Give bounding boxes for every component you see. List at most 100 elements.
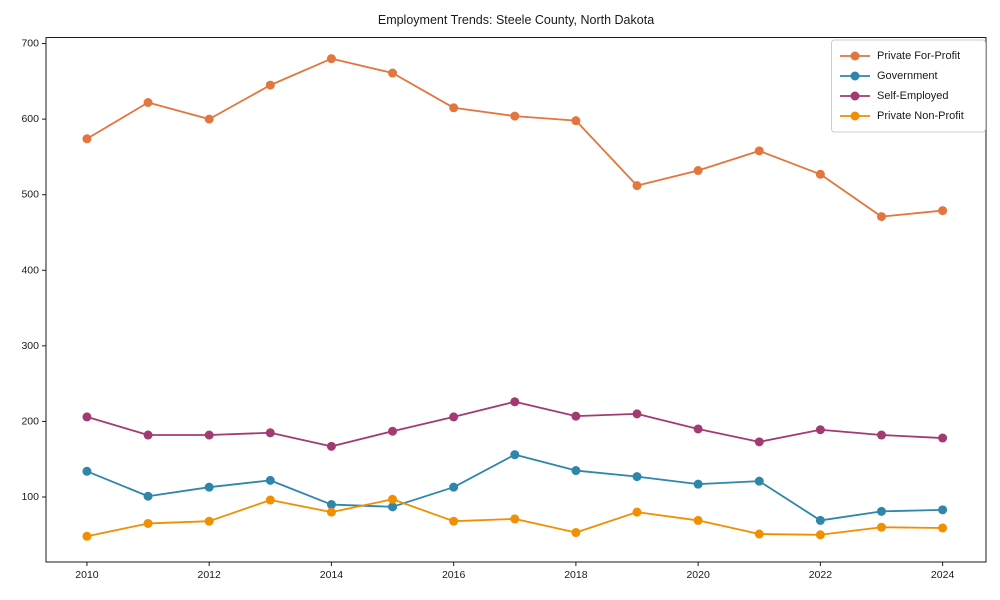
series-private-for-profit — [82, 54, 948, 222]
data-point — [449, 516, 459, 526]
series-line — [86, 57, 943, 218]
data-point — [693, 424, 703, 434]
data-point — [510, 514, 520, 524]
legend-label: Private Non-Profit — [877, 110, 964, 122]
data-point — [815, 169, 825, 179]
legend-label: Private For-Profit — [877, 50, 960, 62]
data-point — [388, 68, 398, 78]
data-point — [388, 494, 398, 504]
data-point — [510, 111, 520, 121]
legend: Private For-Profit Government Self-Employe… — [831, 39, 986, 133]
legend-item: Private For-Profit — [840, 50, 960, 62]
series-private-non-profit — [82, 494, 948, 541]
x-axis: 2010 2012 2014 2016 2018 2020 2022 2024 — [75, 562, 954, 581]
y-tick-label: 700 — [21, 38, 39, 50]
data-point — [876, 212, 886, 222]
y-tick-label: 300 — [21, 340, 39, 352]
data-point — [754, 476, 764, 486]
y-tick-label: 100 — [21, 491, 39, 503]
data-point — [815, 425, 825, 435]
data-point — [449, 412, 459, 422]
data-point — [143, 430, 153, 440]
data-point — [265, 428, 275, 438]
data-point — [938, 206, 948, 216]
data-point — [82, 134, 92, 144]
series-government — [82, 450, 948, 525]
y-tick-label: 500 — [21, 189, 39, 201]
data-point — [326, 54, 336, 64]
data-point — [815, 515, 825, 525]
data-point — [510, 450, 520, 460]
legend-marker-dot — [850, 91, 860, 101]
data-point — [204, 516, 214, 526]
series-self-employed — [82, 397, 948, 451]
data-point — [571, 528, 581, 538]
data-point — [265, 475, 275, 485]
data-point — [82, 412, 92, 422]
legend-label: Self-Employed — [877, 90, 949, 102]
data-point — [693, 515, 703, 525]
data-point — [326, 441, 336, 451]
data-point — [938, 433, 948, 443]
legend-marker-dot — [850, 111, 860, 121]
data-point — [632, 472, 642, 482]
series-line — [86, 400, 943, 448]
legend-label: Government — [877, 70, 938, 82]
data-point — [632, 181, 642, 191]
x-tick-label: 2022 — [809, 569, 833, 581]
legend-item: Self-Employed — [840, 90, 949, 102]
x-tick-label: 2014 — [320, 569, 344, 581]
data-point — [754, 529, 764, 539]
data-point — [449, 482, 459, 492]
x-tick-label: 2024 — [931, 569, 955, 581]
data-point — [632, 409, 642, 419]
data-point — [938, 505, 948, 515]
y-tick-label: 200 — [21, 415, 39, 427]
chart-title: Employment Trends: Steele County, North … — [377, 13, 655, 27]
legend-item: Government — [840, 70, 938, 82]
data-point — [82, 466, 92, 476]
x-tick-label: 2018 — [564, 569, 588, 581]
data-point — [754, 146, 764, 156]
data-point — [82, 531, 92, 541]
x-tick-label: 2010 — [75, 569, 99, 581]
legend-item: Private Non-Profit — [840, 110, 964, 122]
data-point — [388, 502, 398, 512]
data-point — [938, 523, 948, 533]
data-point — [876, 506, 886, 516]
series-line — [86, 453, 943, 522]
data-point — [754, 437, 764, 447]
data-point — [326, 507, 336, 517]
data-point — [571, 411, 581, 421]
x-tick-label: 2020 — [686, 569, 710, 581]
data-point — [571, 116, 581, 126]
y-tick-label: 600 — [21, 113, 39, 125]
data-point — [143, 97, 153, 107]
data-point — [632, 507, 642, 517]
data-point — [204, 482, 214, 492]
x-tick-label: 2016 — [442, 569, 466, 581]
data-point — [876, 522, 886, 532]
legend-marker-dot — [850, 51, 860, 61]
data-point — [265, 495, 275, 505]
data-point — [143, 518, 153, 528]
data-point — [876, 430, 886, 440]
legend-box — [831, 39, 986, 133]
data-point — [815, 530, 825, 540]
data-point — [693, 166, 703, 176]
x-tick-label: 2012 — [198, 569, 222, 581]
data-point — [510, 397, 520, 407]
data-point — [571, 466, 581, 476]
y-axis: 100 200 300 400 500 600 700 — [21, 38, 46, 503]
data-point — [693, 479, 703, 489]
y-tick-label: 400 — [21, 264, 39, 276]
legend-marker-dot — [850, 71, 860, 81]
data-point — [326, 500, 336, 510]
data-point — [204, 430, 214, 440]
data-point — [265, 80, 275, 90]
plot-border — [45, 37, 987, 563]
data-point — [204, 114, 214, 124]
data-point — [388, 426, 398, 436]
